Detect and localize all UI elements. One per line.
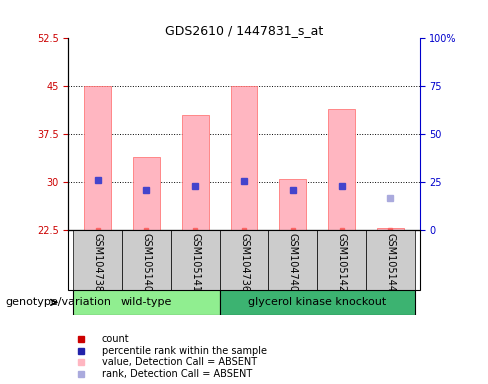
Bar [73,290,220,315]
Text: glycerol kinase knockout: glycerol kinase knockout [248,297,386,308]
Text: value, Detection Call = ABSENT: value, Detection Call = ABSENT [102,358,257,367]
Text: wild-type: wild-type [121,297,172,308]
Bar [377,228,404,230]
Title: GDS2610 / 1447831_s_at: GDS2610 / 1447831_s_at [165,24,323,37]
Bar [122,230,171,290]
Text: GSM105141: GSM105141 [190,233,200,292]
Bar [268,230,317,290]
Text: genotype/variation: genotype/variation [5,297,111,308]
Bar [171,230,220,290]
Bar [182,115,209,230]
Text: GSM105142: GSM105142 [337,233,346,293]
Bar [133,157,160,230]
Bar [317,230,366,290]
Bar [84,86,111,230]
Bar [220,230,268,290]
Text: rank, Detection Call = ABSENT: rank, Detection Call = ABSENT [102,369,252,379]
Text: GSM105144: GSM105144 [386,233,395,292]
Text: percentile rank within the sample: percentile rank within the sample [102,346,267,356]
Bar [366,230,415,290]
Bar [328,109,355,230]
Bar [231,86,258,230]
Text: GSM105140: GSM105140 [142,233,151,292]
Bar [73,230,122,290]
Bar [280,179,306,230]
Text: GSM104736: GSM104736 [239,233,249,292]
Text: GSM104740: GSM104740 [288,233,298,292]
Bar [220,290,415,315]
Text: GSM104738: GSM104738 [93,233,102,292]
Text: count: count [102,334,129,344]
